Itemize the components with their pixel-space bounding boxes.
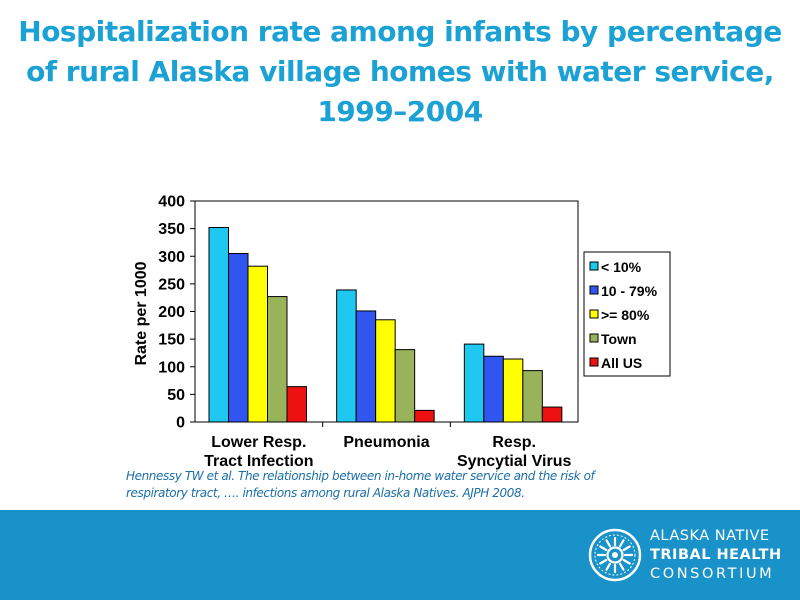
title-line: Hospitalization rate among infants by pe… (18, 15, 782, 48)
legend-label: Town (601, 331, 637, 347)
bar (228, 252, 249, 423)
x-tick-label: Resp. (492, 434, 536, 451)
slide-title: Hospitalization rate among infants by pe… (0, 12, 800, 132)
bar (286, 386, 307, 423)
citation: Hennessy TW et al. The relationship betw… (126, 468, 666, 502)
bar (414, 409, 435, 423)
x-tick-label: Lower Resp. (211, 434, 306, 451)
logo-ray (618, 562, 625, 571)
legend-label: 10 - 79% (601, 283, 658, 299)
y-tick-label: 200 (158, 304, 185, 321)
bar-chart: 0 50 100 150 200 250 300 350 400 Rate per 1000 Low… (133, 194, 671, 470)
footer-band (0, 510, 800, 600)
x-tick-label: Pneumonia (343, 434, 429, 451)
title-line: 1999–2004 (317, 95, 483, 128)
y-tick-label: 0 (176, 415, 185, 432)
bar (463, 343, 485, 423)
y-tick-label: 350 (158, 221, 185, 238)
logo-ray (618, 539, 625, 548)
bar (267, 296, 288, 423)
x-tick-label: Tract Infection (204, 453, 313, 470)
y-tick-label: 400 (158, 194, 185, 211)
bar (208, 227, 229, 423)
title-line: of rural Alaska village homes with water… (26, 55, 774, 88)
bar (355, 310, 377, 423)
citation-line: respiratory tract, …. infections among r… (126, 486, 525, 500)
legend-label: >= 80% (601, 307, 650, 323)
legend-swatch (589, 357, 599, 367)
legend-label: All US (601, 355, 642, 371)
bar (247, 265, 268, 423)
legend-label: < 10% (601, 259, 642, 275)
logo-ray (605, 562, 612, 571)
logo-ray (599, 545, 608, 552)
y-tick-label: 150 (158, 332, 185, 349)
org-line-2: TRIBAL HEALTH (650, 547, 782, 563)
y-tick-label: 250 (158, 276, 185, 293)
bar (336, 289, 357, 423)
bar (502, 358, 524, 423)
bar (394, 349, 416, 423)
org-name: ALASKA NATIVE TRIBAL HEALTH CONSORTIUM (650, 527, 782, 584)
bar (483, 355, 504, 423)
citation-line: Hennessy TW et al. The relationship betw… (126, 469, 595, 483)
y-tick-label: 300 (158, 249, 185, 266)
logo-ray (622, 558, 631, 565)
x-tick-label: Syncytial Virus (457, 453, 572, 470)
bar (522, 370, 543, 423)
legend-swatch (589, 333, 599, 343)
logo-ray (622, 545, 631, 552)
legend-swatch (589, 309, 599, 319)
legend-swatch (589, 285, 599, 295)
bar (541, 406, 563, 423)
org-line-1: ALASKA NATIVE (650, 528, 770, 544)
legend-swatch (589, 261, 599, 271)
bar (375, 319, 396, 423)
y-tick-label: 100 (158, 359, 185, 376)
y-tick-label: 50 (167, 387, 185, 404)
logo-ray (599, 558, 608, 565)
tribal-health-sun-logo-icon (588, 528, 642, 582)
logo-ray (605, 539, 612, 548)
org-line-3: CONSORTIUM (650, 566, 775, 582)
y-axis-label: Rate per 1000 (133, 261, 150, 365)
